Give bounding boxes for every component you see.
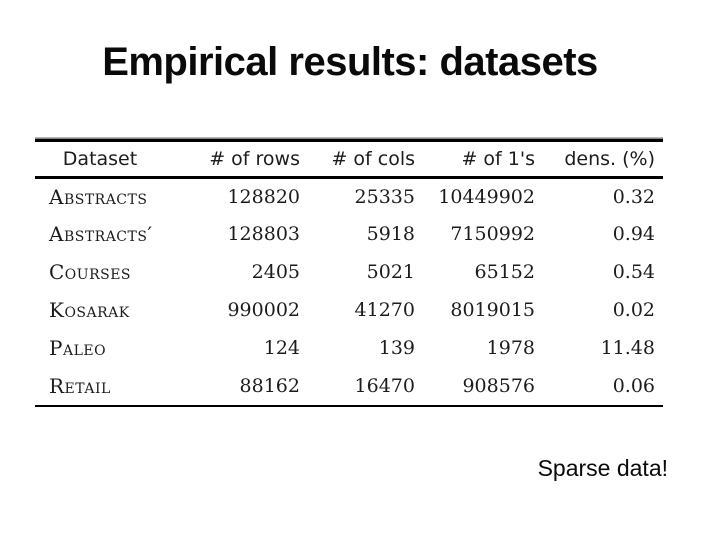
cell-num-cols: 25335 xyxy=(354,185,415,208)
cell-num-rows: 2405 xyxy=(251,261,300,283)
cell-num-ones: 65152 xyxy=(474,261,535,283)
cell-density: 0.94 xyxy=(612,223,655,245)
cell-dataset-name: Paleo xyxy=(49,336,107,360)
table-row: Retail 88162 16470 908576 0.06 xyxy=(35,367,663,405)
cell-num-ones: 8019015 xyxy=(450,299,535,321)
cell-num-rows: 128803 xyxy=(227,223,300,245)
cell-num-rows: 128820 xyxy=(227,185,300,208)
table-row: Kosarak 990002 41270 8019015 0.02 xyxy=(35,291,663,329)
table-row: Courses 2405 5021 65152 0.54 xyxy=(35,253,663,291)
cell-density: 0.32 xyxy=(612,185,655,208)
cell-num-ones: 908576 xyxy=(462,375,535,397)
table-top-rule xyxy=(35,137,663,142)
cell-num-ones: 1978 xyxy=(486,337,535,359)
cell-num-cols: 5918 xyxy=(366,223,415,245)
header-density: dens. (%) xyxy=(535,142,663,179)
cell-density: 0.54 xyxy=(612,261,655,283)
cell-density: 0.06 xyxy=(612,375,655,397)
cell-density: 11.48 xyxy=(600,337,655,359)
cell-num-cols: 139 xyxy=(378,337,415,359)
table-row: Paleo 124 139 1978 11.48 xyxy=(35,329,663,367)
cell-dataset-name: Courses xyxy=(49,260,132,284)
datasets-table-container: Dataset # of rows # of cols # of 1's den… xyxy=(35,137,663,407)
cell-num-rows: 88162 xyxy=(239,375,300,397)
cell-num-rows: 124 xyxy=(263,337,300,359)
header-dataset: Dataset xyxy=(35,142,165,179)
cell-num-ones: 10449902 xyxy=(438,185,535,208)
cell-dataset-name: Abstracts xyxy=(49,184,148,209)
table-bottom-rule xyxy=(35,405,663,407)
cell-dataset-name: Retail xyxy=(49,374,111,398)
cell-dataset-name: Abstracts′ xyxy=(49,222,153,246)
cell-num-rows: 990002 xyxy=(227,299,300,321)
table-row: Abstracts 128820 25335 10449902 0.32 xyxy=(35,177,663,215)
slide-title: Empirical results: datasets xyxy=(102,40,598,84)
table-header-row: Dataset # of rows # of cols # of 1's den… xyxy=(35,142,663,179)
cell-density: 0.02 xyxy=(612,299,655,321)
table-row: Abstracts′ 128803 5918 7150992 0.94 xyxy=(35,215,663,253)
datasets-table: Dataset # of rows # of cols # of 1's den… xyxy=(35,142,663,405)
cell-dataset-name: Kosarak xyxy=(49,298,130,322)
header-num-cols: # of cols xyxy=(300,142,415,179)
sparse-data-note: Sparse data! xyxy=(537,455,668,481)
cell-num-cols: 41270 xyxy=(354,299,415,321)
cell-num-cols: 16470 xyxy=(354,375,415,397)
header-num-ones: # of 1's xyxy=(415,142,535,179)
cell-num-cols: 5021 xyxy=(366,261,415,283)
header-num-rows: # of rows xyxy=(165,142,300,179)
cell-num-ones: 7150992 xyxy=(450,223,535,245)
